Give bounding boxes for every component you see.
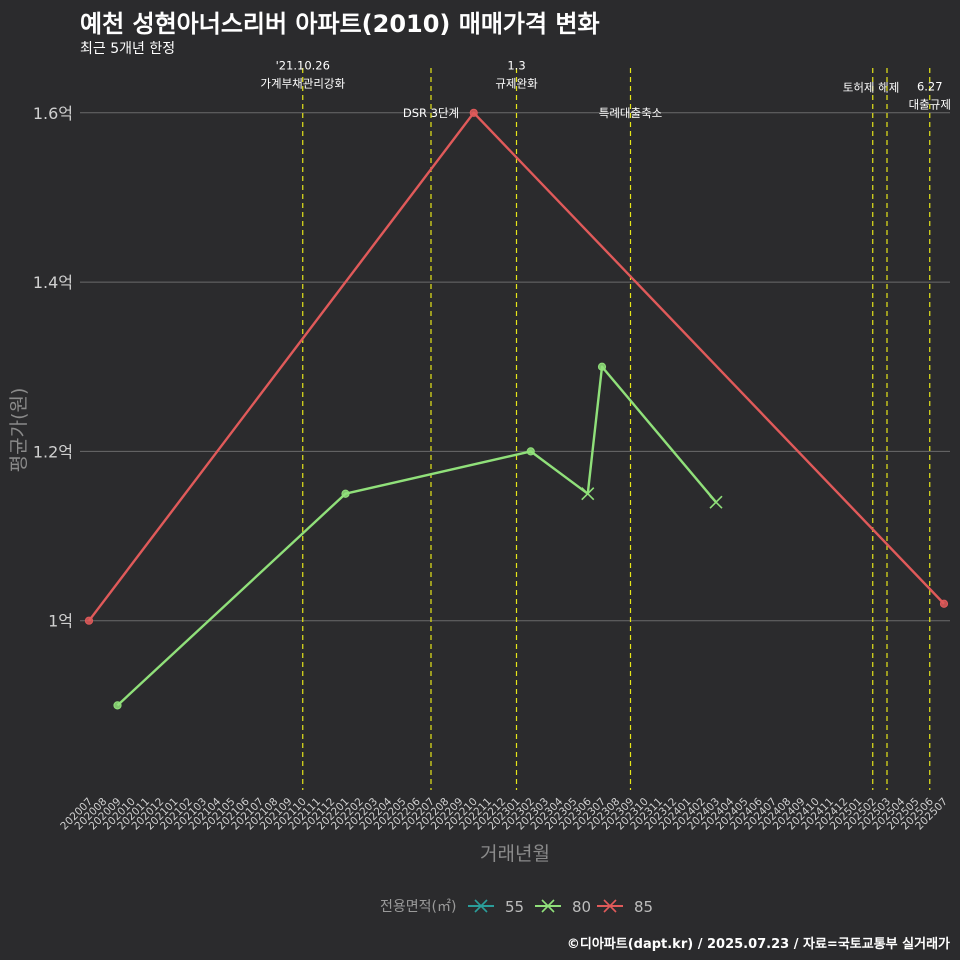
event-label: 특례대출축소 bbox=[599, 106, 662, 120]
data-point-80-202306 bbox=[581, 487, 595, 501]
data-point-85-202507 bbox=[939, 599, 949, 608]
event-label-line: 대출규제 bbox=[909, 98, 951, 112]
event-label-line: 가계부채관리강화 bbox=[260, 76, 345, 90]
grid-lines bbox=[80, 112, 950, 622]
y-tick-label: 1.2억 bbox=[33, 442, 73, 461]
y-tick-label: 1.6억 bbox=[33, 104, 73, 123]
x-axis: 2020072020082020092020102020112020122021… bbox=[58, 795, 950, 832]
event-label: 1.3 규제완화 bbox=[495, 58, 538, 90]
data-point-80-202009 bbox=[113, 701, 122, 710]
series-line-80 bbox=[116, 365, 717, 707]
legend-swatch-marker-80 bbox=[541, 899, 555, 913]
data-point-80-202307 bbox=[597, 362, 607, 371]
event-label-line: DSR 3단계 bbox=[403, 106, 459, 120]
event-label-line: 6.27 bbox=[917, 80, 943, 94]
legend-title: 전용면적(㎡) bbox=[380, 899, 456, 915]
y-axis-title: 평균가(원) bbox=[8, 388, 30, 473]
data-point-80-202302 bbox=[526, 447, 535, 456]
chart-title: 예천 성현아너스리버 아파트(2010) 매매가격 변화 bbox=[80, 10, 600, 38]
event-label-line: 특례대출축소 bbox=[599, 106, 662, 120]
event-label-line: 토허제 해제 bbox=[843, 81, 900, 95]
data-point-85-202007 bbox=[84, 616, 94, 625]
data-point-80-202201 bbox=[341, 489, 350, 498]
chart-subtitle: 최근 5개년 한정 bbox=[80, 41, 176, 57]
source-caption: ©디아파트(dapt.kr) / 2025.07.23 / 자료=국토교통부 실… bbox=[566, 937, 950, 952]
x-axis-title: 거래년월 bbox=[480, 843, 550, 865]
y-axis: 1억 1.2억 1.4억 1.6억 bbox=[33, 104, 73, 631]
legend-label-85: 85 bbox=[634, 898, 653, 916]
legend-label-80: 80 bbox=[572, 898, 591, 916]
y-tick-label: 1.4억 bbox=[33, 273, 73, 292]
event-label: 6.27 대출규제 bbox=[909, 80, 951, 112]
legend-label-55: 55 bbox=[505, 898, 524, 916]
data-point-80-202403 bbox=[709, 495, 723, 509]
event-label: 토허제 해제 bbox=[843, 81, 900, 95]
legend: 전용면적(㎡) 55 80 85 bbox=[380, 898, 653, 916]
event-label: DSR 3단계 bbox=[403, 106, 459, 120]
legend-swatch-marker-55 bbox=[474, 899, 488, 913]
legend-swatch-marker-85 bbox=[603, 899, 617, 913]
event-label-line: '21.10.26 bbox=[276, 58, 330, 72]
event-label-line: 1.3 bbox=[507, 58, 525, 72]
event-label-line: 규제완화 bbox=[495, 76, 538, 90]
event-label: '21.10.26 가계부채관리강화 bbox=[260, 58, 345, 90]
data-point-85-202210 bbox=[469, 108, 478, 117]
series-group bbox=[84, 108, 949, 710]
y-tick-label: 1억 bbox=[48, 612, 73, 631]
